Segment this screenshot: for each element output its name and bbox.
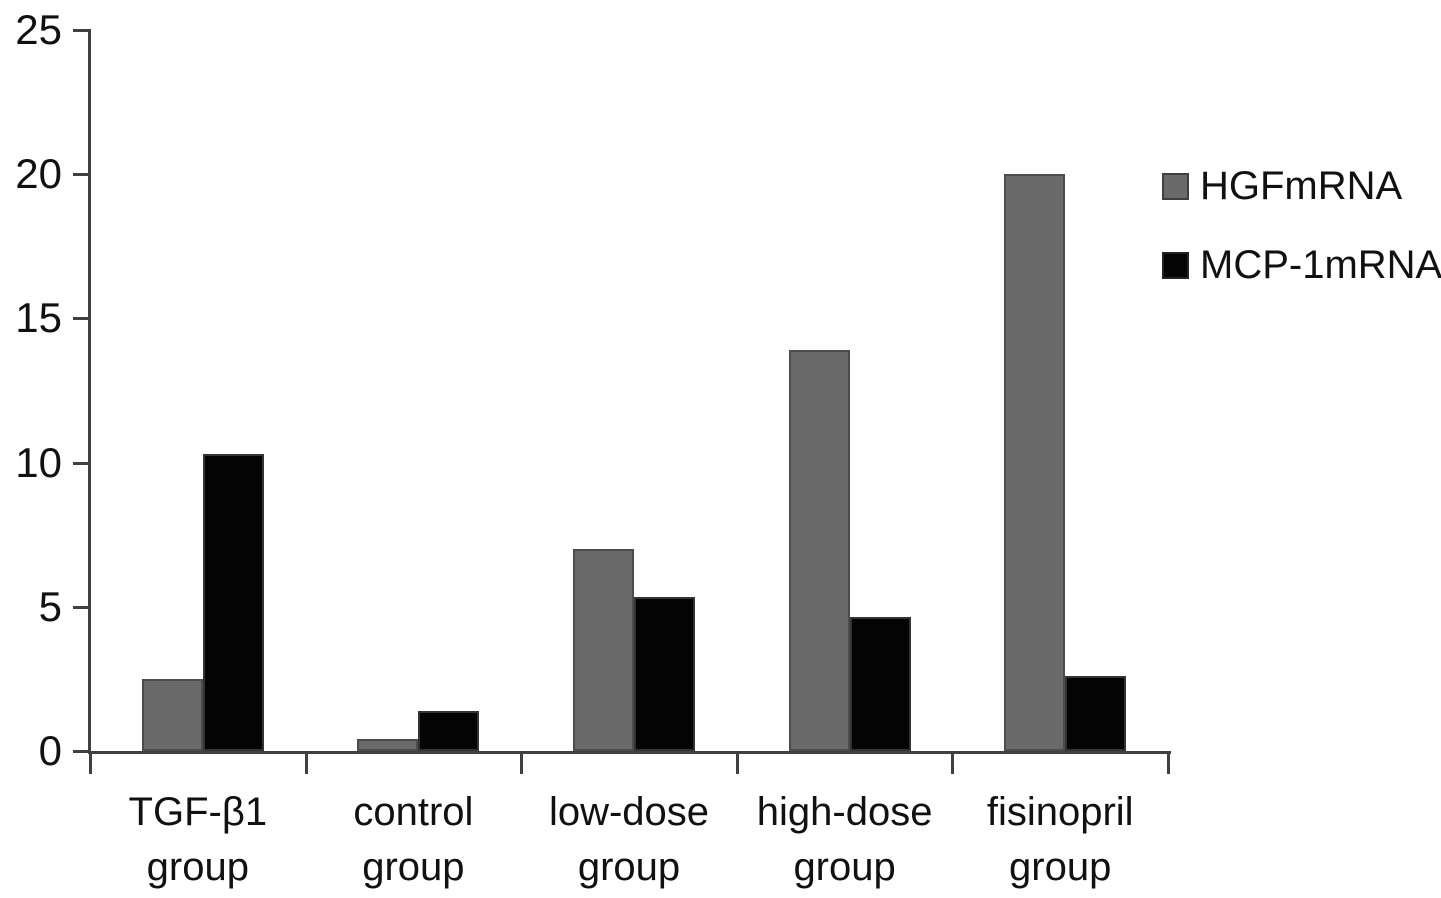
legend-item-mcp1mrna: MCP-1mRNA (1162, 242, 1441, 288)
mcp1mrna-bar-3 (634, 597, 695, 751)
y-axis-tick (73, 750, 89, 753)
mcp1mrna-bar-1 (202, 454, 264, 751)
legend-item-hgfmrna: HGFmRNA (1162, 163, 1441, 209)
y-tick-label: 5 (38, 582, 62, 630)
mcp1mrna-bar-2 (418, 711, 480, 751)
x-category-label-line: group (362, 845, 465, 889)
y-axis-tick (73, 173, 89, 177)
y-tick-label: 0 (38, 727, 62, 774)
x-axis-tick (304, 753, 308, 774)
y-tick-label: 25 (15, 6, 62, 53)
x-category-label-line: high-dose (756, 790, 933, 834)
x-category-label: TGF-β1 group (68, 785, 328, 895)
x-category-label-line: group (146, 845, 249, 889)
x-category-label: high-dose group (715, 785, 975, 895)
legend-swatch-mcp1mrna-icon (1162, 251, 1189, 279)
x-category-label-line: fisinopril (986, 790, 1134, 834)
hgfmrna-bar-4 (788, 350, 850, 751)
hgfmrna-bar-3 (573, 549, 634, 751)
x-category-label-line: group (1009, 845, 1112, 889)
x-category-label: control group (283, 785, 543, 895)
x-axis-tick (89, 753, 92, 774)
mcp1mrna-bar-4 (849, 617, 911, 751)
x-axis-line (88, 751, 1171, 754)
legend-swatch-hgfmrna-icon (1162, 172, 1189, 200)
x-category-label-line: group (577, 845, 681, 889)
y-axis-line (88, 29, 91, 754)
x-axis-tick (951, 753, 955, 774)
y-axis-tick (73, 605, 89, 609)
hgfmrna-bar-5 (1004, 174, 1066, 751)
x-axis-tick (520, 753, 524, 774)
x-axis-tick (1167, 753, 1170, 774)
x-category-label: low-dose group (499, 785, 759, 895)
y-axis-tick (73, 461, 89, 465)
y-axis-tick (73, 29, 89, 32)
x-category-label: fisinopril group (930, 785, 1190, 895)
y-tick-label: 20 (15, 150, 62, 198)
y-tick-label: 15 (15, 294, 62, 342)
legend-label-mcp1mrna: MCP-1mRNA (1200, 243, 1441, 287)
hgfmrna-bar-2 (357, 739, 419, 751)
x-category-label-line: low-dose (548, 790, 710, 834)
y-axis-tick (73, 317, 89, 321)
legend: HGFmRNA MCP-1mRNA (1162, 163, 1441, 288)
hgfmrna-bar-1 (141, 679, 203, 751)
legend-label-hgfmrna: HGFmRNA (1200, 164, 1403, 208)
y-tick-label: 10 (15, 438, 62, 486)
x-category-label-line: group (793, 845, 896, 889)
x-category-label-line: TGF-β1 (128, 790, 268, 834)
x-category-label-line: control (353, 790, 474, 834)
mcp1mrna-bar-5 (1065, 676, 1127, 751)
x-axis-tick (735, 753, 739, 774)
